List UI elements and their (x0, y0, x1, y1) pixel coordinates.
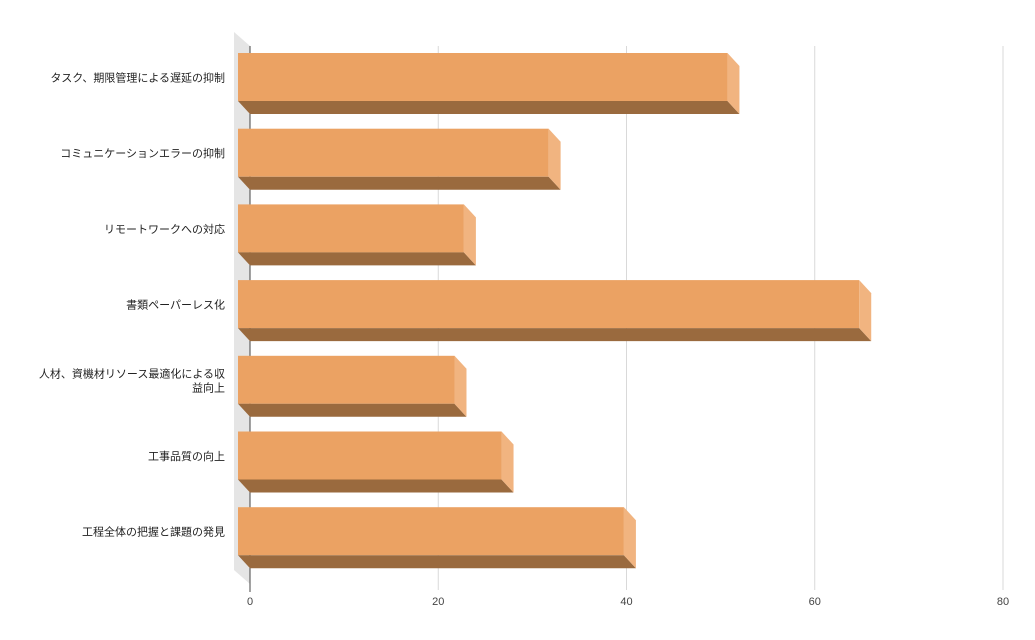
x-tick-label: 0 (247, 596, 253, 608)
bar (238, 280, 872, 342)
category-label: 工事品質の向上 (148, 449, 225, 463)
bar-front (238, 204, 464, 253)
bar-front (238, 355, 455, 404)
category-label-line: 工事品質の向上 (148, 449, 225, 463)
bar-bottom (238, 176, 561, 190)
bar-front (238, 431, 502, 480)
bars (238, 53, 872, 569)
bar (238, 355, 467, 417)
bar-bottom (238, 555, 636, 569)
bar (238, 431, 514, 493)
category-label: 書類ペーパーレス化 (126, 298, 225, 312)
bar-side (623, 507, 636, 569)
bar-front (238, 280, 860, 329)
x-tick-label: 20 (432, 596, 444, 608)
category-label: 工程全体の把握と課題の発見 (82, 525, 225, 539)
bar-front (238, 507, 624, 556)
bar-side (454, 355, 467, 417)
bar-front (238, 53, 728, 101)
x-tick-label: 80 (997, 596, 1009, 608)
category-label: コミュニケーションエラーの抑制 (60, 146, 225, 160)
category-label-line: タスク、期限管理による遅延の抑制 (50, 71, 225, 85)
bar (238, 53, 740, 114)
category-label: 人材、資機材リソース最適化による収益向上 (39, 366, 225, 394)
bar (238, 204, 476, 266)
bar-side (727, 53, 740, 114)
category-label-line: 書類ペーパーレス化 (126, 298, 225, 312)
bar-side (501, 431, 514, 493)
category-label: リモートワークへの対応 (104, 222, 225, 236)
bar-side (463, 204, 476, 266)
category-labels: タスク、期限管理による遅延の抑制コミュニケーションエラーの抑制リモートワークへの… (39, 71, 225, 539)
category-label-line: 益向上 (192, 380, 225, 394)
bar (238, 128, 561, 190)
category-label: タスク、期限管理による遅延の抑制 (50, 71, 225, 85)
bar-side (548, 128, 561, 190)
bar (238, 507, 636, 569)
x-tick-label: 40 (620, 596, 632, 608)
category-label-line: 工程全体の把握と課題の発見 (82, 525, 225, 539)
bar-bottom (238, 101, 740, 114)
bar-front (238, 128, 549, 177)
category-label-line: リモートワークへの対応 (104, 222, 225, 236)
x-tick-label: 60 (809, 596, 821, 608)
category-label-line: 人材、資機材リソース最適化による収 (39, 366, 225, 380)
bar-bottom (238, 252, 476, 266)
category-label-line: コミュニケーションエラーの抑制 (60, 146, 225, 160)
bar-side (859, 280, 872, 342)
bar-bottom (238, 328, 872, 342)
x-axis-ticks: 0 20 40 60 80 (247, 596, 1009, 608)
bar-bottom (238, 479, 514, 493)
bar-bottom (238, 403, 467, 417)
